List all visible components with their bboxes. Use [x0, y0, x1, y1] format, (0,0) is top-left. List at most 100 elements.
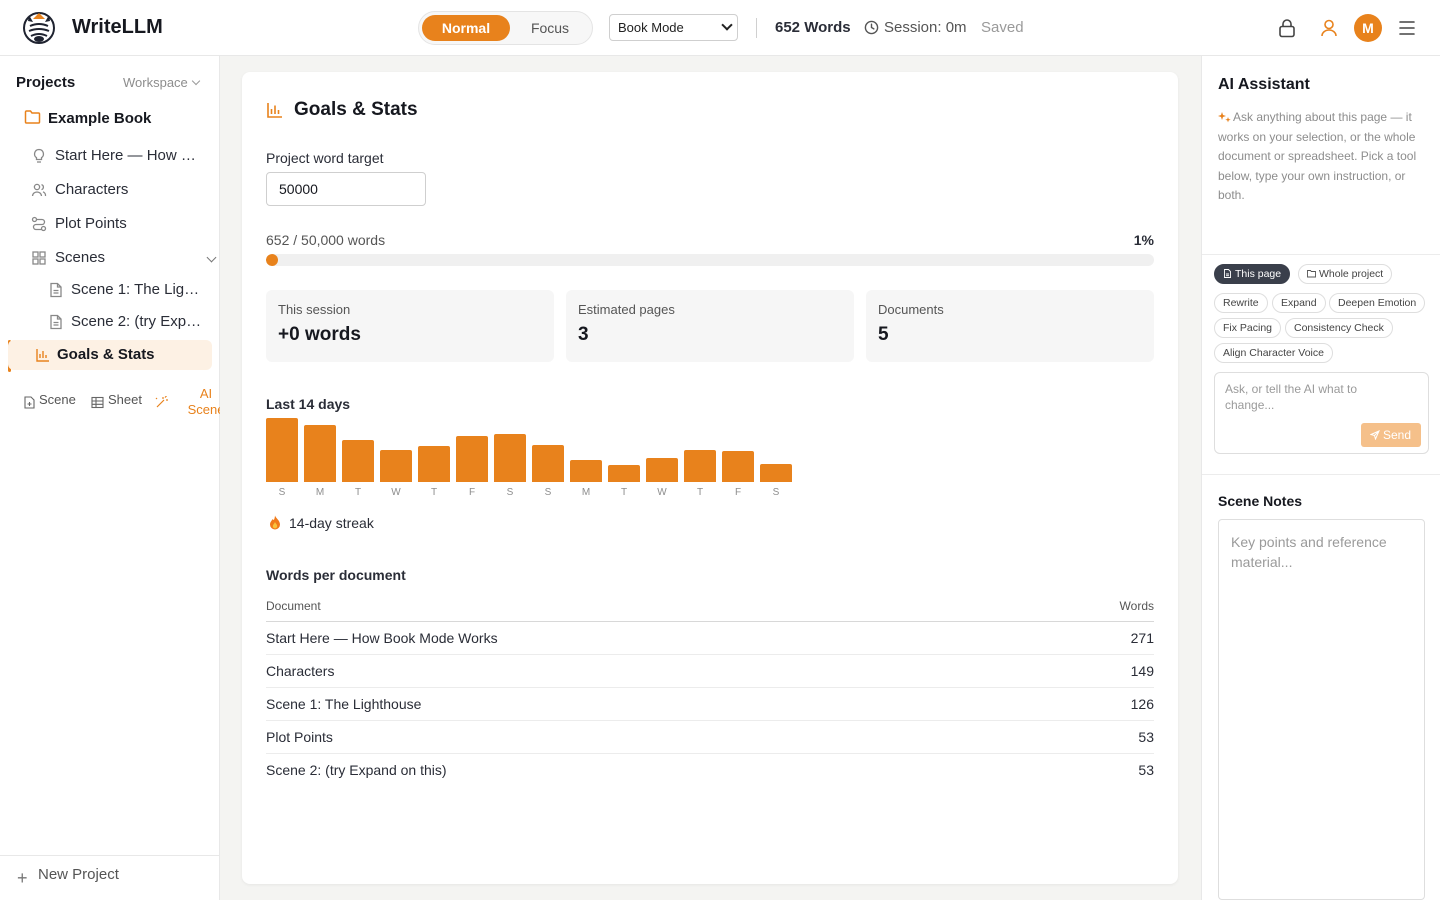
session-timer: Session: 0m — [884, 19, 967, 36]
sparkles-icon — [1218, 112, 1231, 123]
tool-deepen-emotion-button[interactable]: Deepen Emotion — [1329, 293, 1426, 313]
save-status: Saved — [981, 19, 1024, 36]
progress-text: 652 / 50,000 words — [266, 232, 386, 248]
new-scene-button[interactable]: Scene — [39, 392, 76, 407]
sidebar-actions: Scene Sheet AI Scene — [16, 386, 224, 420]
page-title: Goals & Stats — [294, 99, 418, 120]
focus-mode-button[interactable]: Focus — [530, 20, 570, 36]
goals-stats-card: Goals & Stats Project word target 50000 … — [242, 72, 1178, 884]
word-target-label: Project word target — [266, 150, 384, 166]
chevron-down-icon[interactable] — [206, 252, 217, 263]
fire-icon — [270, 515, 280, 530]
avatar[interactable]: M — [1354, 14, 1382, 42]
chart-tick-label: T — [696, 487, 704, 498]
mode-select[interactable]: Book Mode — [609, 14, 738, 41]
chart-tick-label: S — [772, 487, 780, 498]
bar-chart-icon — [267, 103, 282, 118]
word-target-input[interactable]: 50000 — [266, 172, 426, 206]
chart-bar — [608, 465, 640, 482]
scope-whole-project-button[interactable]: Whole project — [1298, 264, 1393, 284]
chart-tick-label: M — [581, 487, 591, 498]
scene-notes-title: Scene Notes — [1218, 493, 1303, 509]
stat-label: Documents — [878, 302, 944, 317]
ai-scene-button[interactable]: AI Scene — [186, 386, 226, 418]
document-icon — [50, 282, 62, 298]
column-header-document: Document — [266, 599, 321, 613]
sidebar-item-label: Characters — [55, 181, 129, 198]
tool-align-character-voice-button[interactable]: Align Character Voice — [1214, 343, 1333, 363]
sidebar: Projects Workspace Example Book Start He… — [0, 56, 224, 900]
hamburger-menu-icon[interactable] — [1399, 19, 1415, 37]
sidebar-item-scene-1[interactable]: Scene 1: The Lighthouse — [16, 275, 212, 305]
sidebar-item-start-here[interactable]: Start Here — How Book Mode Works — [16, 141, 212, 171]
ai-scene-label-line-2: Scene — [187, 402, 225, 417]
chart-bar — [646, 458, 678, 482]
chart-tick-label: T — [620, 487, 628, 498]
folder-icon — [1307, 270, 1316, 278]
right-panel: AI Assistant Ask anything about this pag… — [1201, 56, 1440, 900]
progress-percent: 1% — [1133, 232, 1154, 248]
tool-consistency-check-button[interactable]: Consistency Check — [1285, 318, 1393, 338]
tool-rewrite-button[interactable]: Rewrite — [1214, 293, 1268, 313]
sidebar-item-label: Plot Points — [55, 215, 127, 232]
zebra-logo-icon[interactable] — [22, 9, 56, 45]
chart-tick-label: F — [734, 487, 742, 498]
chart-bar — [684, 450, 716, 482]
top-bar: WriteLLM Normal Focus Book Mode 652 Word… — [0, 0, 1440, 56]
sidebar-item-plot-points[interactable]: Plot Points — [16, 209, 212, 239]
stat-label: Estimated pages — [578, 302, 675, 317]
chart-bar — [456, 436, 488, 482]
chart-bar — [266, 418, 298, 482]
ai-scene-label-line-1: AI — [199, 386, 213, 401]
chart-bar — [418, 446, 450, 482]
sidebar-item-label: Scenes — [55, 249, 106, 266]
new-project-button[interactable]: + New Project — [0, 855, 219, 900]
scope-this-page-label: This page — [1235, 268, 1282, 280]
scope-whole-project-label: Whole project — [1319, 268, 1384, 280]
sidebar-item-scenes[interactable]: Scenes — [16, 243, 217, 273]
tool-expand-button[interactable]: Expand — [1272, 293, 1326, 313]
document-words: 149 — [1130, 663, 1154, 679]
scope-this-page-button[interactable]: This page — [1214, 264, 1291, 284]
divider — [756, 18, 757, 38]
sidebar-item-characters[interactable]: Characters — [16, 175, 212, 205]
scene-notes-placeholder: Key points and reference material... — [1231, 534, 1387, 570]
magic-wand-icon — [155, 396, 168, 408]
normal-mode-button[interactable]: Normal — [422, 15, 510, 41]
new-sheet-button[interactable]: Sheet — [108, 392, 142, 407]
view-mode-toggle: Normal Focus — [418, 11, 593, 45]
scene-notes-textarea[interactable]: Key points and reference material... — [1218, 519, 1425, 900]
chevron-down-icon — [191, 76, 201, 86]
lightbulb-icon — [33, 148, 45, 163]
table-row: Start Here — How Book Mode Works 271 — [266, 622, 1154, 655]
stat-value: 5 — [878, 324, 889, 345]
app-title: WriteLLM — [72, 16, 163, 38]
user-icon[interactable] — [1320, 18, 1338, 38]
document-words: 271 — [1130, 630, 1154, 646]
table-icon — [91, 396, 104, 409]
document-name: Plot Points — [266, 729, 333, 745]
projects-heading: Projects — [16, 74, 76, 91]
main-area: Goals & Stats Project word target 50000 … — [220, 56, 1201, 900]
chart-tick-label: S — [544, 487, 552, 498]
tool-fix-pacing-button[interactable]: Fix Pacing — [1214, 318, 1282, 338]
sidebar-item-scene-2[interactable]: Scene 2: (try Expand on this) — [16, 307, 212, 337]
grid-icon — [32, 251, 46, 265]
document-words: 53 — [1138, 762, 1154, 778]
sidebar-item-label: Start Here — How Book Mode Works — [55, 147, 205, 164]
table-row: Scene 1: The Lighthouse 126 — [266, 688, 1154, 721]
stat-card-documents: Documents 5 — [866, 290, 1154, 362]
chart-bar — [494, 434, 526, 482]
project-example-book[interactable]: Example Book — [16, 105, 212, 133]
sidebar-item-label: Goals & Stats — [57, 346, 155, 363]
table-row: Plot Points 53 — [266, 721, 1154, 754]
ai-assistant-title: AI Assistant — [1218, 76, 1310, 93]
workspace-dropdown[interactable]: Workspace — [123, 75, 188, 90]
sidebar-item-goals-stats[interactable]: Goals & Stats — [8, 340, 212, 370]
stat-card-pages: Estimated pages 3 — [566, 290, 854, 362]
chart-bar — [570, 460, 602, 482]
lock-icon[interactable] — [1278, 18, 1296, 38]
ai-prompt-input[interactable]: Ask, or tell the AI what to change... Se… — [1214, 372, 1429, 454]
document-name: Start Here — How Book Mode Works — [266, 630, 498, 646]
send-button[interactable]: Send — [1361, 423, 1421, 447]
